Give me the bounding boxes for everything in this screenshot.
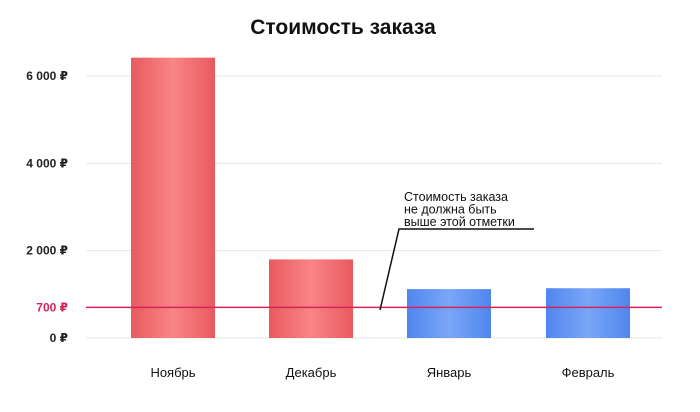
annotation-pointer [379, 228, 534, 311]
bar-3 [407, 289, 491, 338]
y-tick-label: 4 000 ₽ [26, 156, 68, 170]
annotation-line: выше этой отметки [404, 215, 515, 229]
x-tick-label: Февраль [562, 365, 615, 380]
bar-4 [546, 288, 630, 338]
reference-line-label: 700 ₽ [36, 300, 68, 314]
y-tick-label: 6 000 ₽ [26, 69, 68, 83]
chart-title: Стоимость заказа [250, 16, 436, 39]
bar-1 [131, 57, 215, 338]
y-tick-label: 2 000 ₽ [26, 244, 68, 258]
x-tick-label: Январь [427, 365, 472, 380]
y-tick-label: 0 ₽ [50, 331, 68, 345]
annotation-line: Стоимость заказа [404, 190, 508, 204]
x-tick-label: Ноябрь [150, 365, 195, 380]
bar-2 [269, 259, 353, 338]
annotation-line: не должна быть [404, 203, 497, 217]
x-tick-label: Декабрь [286, 365, 337, 380]
